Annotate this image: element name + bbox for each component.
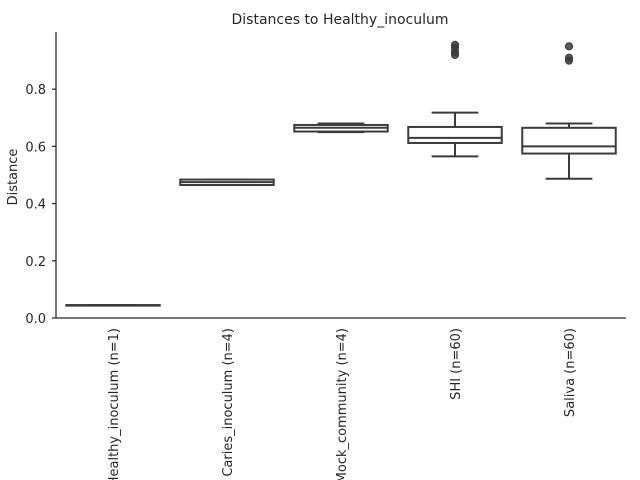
x-category-label: Mock_community (n=4) [335,328,350,480]
y-tick-label: 0.4 [25,198,46,213]
box-2 [293,122,389,134]
box-1 [179,178,275,187]
y-tick-label: 0.6 [25,140,46,155]
outlier-point [564,42,574,51]
outlier-point [450,40,460,49]
y-axis-label: Distance [6,149,21,206]
x-category-label: SHI (n=60) [449,328,464,400]
category-labels: Healthy_inoculum (n=1) Caries_inoculum (n… [107,328,578,480]
box-4 [521,42,617,180]
chart-title: Distances to Healthy_inoculum [231,12,448,28]
outlier-point [564,53,574,62]
box-0 [65,304,161,307]
y-tick-label: 0.0 [25,312,46,327]
y-tick-label: 0.2 [25,255,46,270]
y-ticks: 0.0 0.2 0.4 0.6 0.8 [25,83,56,327]
y-tick-label: 0.8 [25,83,46,98]
x-category-label: Caries_inoculum (n=4) [221,328,236,477]
iqr-box [521,126,617,155]
x-category-label: Saliva (n=60) [563,328,578,417]
iqr-box [407,125,503,144]
x-category-label: Healthy_inoculum (n=1) [107,328,122,480]
box-3 [407,40,503,158]
boxes-group [65,40,617,307]
